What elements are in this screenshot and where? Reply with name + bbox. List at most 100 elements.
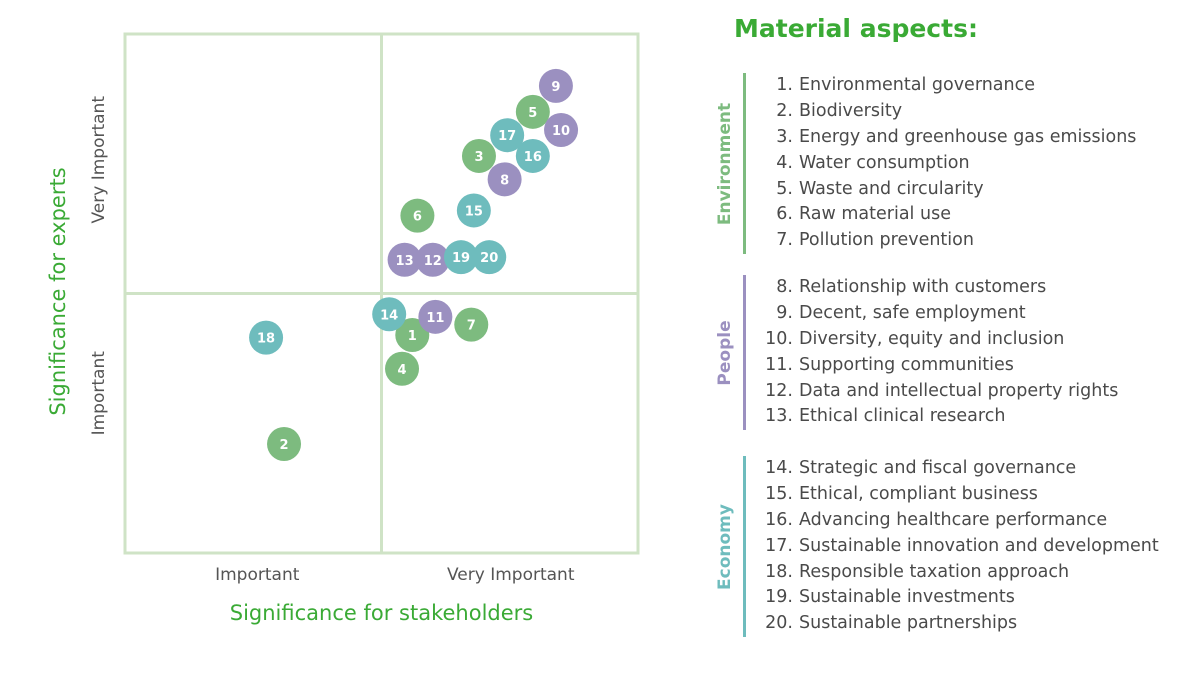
legend-item-label: Water consumption	[799, 152, 970, 173]
legend-item-number: 14.	[765, 458, 793, 478]
legend-item-number: 20.	[765, 613, 793, 634]
legend-item-number: 2.	[776, 100, 793, 121]
bubble-label: 9	[551, 80, 560, 95]
bubble-1: 1	[395, 318, 430, 353]
bubble-marker	[418, 299, 453, 334]
bubble-marker	[395, 318, 430, 353]
bubble-marker	[538, 68, 573, 103]
bubble-marker	[249, 320, 284, 355]
bubble-label: 19	[452, 251, 470, 266]
legend-item-list: 1. Environmental governance 2. Biodiversity…	[757, 73, 1136, 254]
legend-item-label: Strategic and fiscal governance	[799, 458, 1077, 478]
bubble-20: 20	[472, 240, 507, 275]
bubble-14: 14	[372, 297, 407, 332]
legend-item-number: 15.	[765, 483, 793, 504]
bubble-17: 17	[490, 118, 525, 153]
legend-item-label: Waste and circularity	[799, 178, 984, 199]
bubble-label: 8	[500, 173, 509, 188]
legend-item-label: Relationship with customers	[799, 277, 1047, 297]
legend-item-number: 13.	[765, 406, 793, 427]
legend-item-number: 6.	[776, 204, 793, 225]
legend-item: 17. Sustainable innovation and developmen…	[757, 534, 1159, 560]
bubble-marker	[515, 94, 550, 129]
bubble-marker	[400, 198, 435, 233]
legend-item-label: Biodiversity	[799, 100, 903, 121]
legend-item-label: Sustainable partnerships	[799, 613, 1018, 634]
legend-item: 4. Water consumption	[757, 151, 1136, 177]
legend-item: 19. Sustainable investments	[757, 585, 1159, 611]
bubble-6: 6	[400, 198, 435, 233]
bubble-label: 1	[408, 329, 417, 344]
bubble-12: 12	[415, 242, 450, 277]
legend-group-bar	[743, 456, 746, 638]
legend-item: 9. Decent, safe employment	[757, 301, 1118, 327]
legend-group-label: People	[715, 320, 735, 386]
bubble-label: 6	[413, 210, 422, 225]
legend-item-label: Pollution prevention	[799, 230, 974, 251]
bubble-16: 16	[515, 138, 550, 173]
bubble-8: 8	[487, 162, 522, 197]
legend-item-number: 12.	[765, 380, 793, 401]
bubble-label: 12	[424, 254, 442, 269]
bubble-7: 7	[454, 307, 489, 342]
legend-item-number: 8.	[776, 277, 793, 297]
bubble-label: 17	[498, 129, 516, 144]
bubble-marker	[415, 242, 450, 277]
legend-item-number: 3.	[776, 126, 793, 147]
legend-item-number: 5.	[776, 178, 793, 199]
legend-item: 18. Responsible taxation approach	[757, 560, 1159, 586]
legend-item-label: Ethical, compliant business	[799, 483, 1038, 504]
bubble-marker	[472, 240, 507, 275]
legend-item: 6. Raw material use	[757, 202, 1136, 228]
legend-item: 20. Sustainable partnerships	[757, 611, 1159, 637]
bubble-label: 7	[467, 319, 476, 334]
materiality-matrix: Important Very Important Important Very …	[46, 32, 640, 625]
bubble-label: 2	[280, 438, 289, 453]
legend-item-label: Decent, safe employment	[799, 302, 1026, 323]
legend-item: 1. Environmental governance	[757, 73, 1136, 99]
bubble-marker	[461, 138, 496, 173]
legend-group-bar	[743, 73, 746, 255]
legend-group-bar	[743, 275, 746, 431]
bubble-marker	[456, 193, 491, 228]
bubble-marker	[444, 240, 479, 275]
y-axis-title: Significance for experts	[46, 167, 70, 415]
legend-item: 8. Relationship with customers	[757, 275, 1118, 301]
bubble-marker	[454, 307, 489, 342]
legend-item-label: Energy and greenhouse gas emissions	[799, 126, 1137, 147]
legend-item-number: 4.	[776, 152, 793, 173]
bubble-15: 15	[456, 193, 491, 228]
bubble-label: 14	[380, 308, 398, 323]
legend-group-label: Environment	[715, 102, 735, 225]
legend-item: 14. Strategic and fiscal governance	[757, 456, 1159, 482]
legend-item-label: Diversity, equity and inclusion	[799, 328, 1065, 349]
legend-item-label: Ethical clinical research	[799, 406, 1006, 427]
legend-item-label: Environmental governance	[799, 75, 1036, 95]
y-tick-label-very-important: Very Important	[89, 96, 109, 224]
legend-item-number: 11.	[765, 354, 793, 375]
legend-item: 10. Diversity, equity and inclusion	[757, 327, 1118, 353]
x-tick-label-very-important: Very Important	[447, 565, 575, 585]
legend-item-list: 14. Strategic and fiscal governance 15. Eth…	[757, 456, 1159, 637]
legend-item-label: Data and intellectual property rights	[799, 380, 1119, 401]
bubble-label: 18	[257, 332, 275, 347]
bubble-label: 13	[396, 254, 414, 269]
bubble-label: 5	[528, 106, 537, 121]
legend-item-number: 19.	[765, 587, 793, 608]
bubble-10: 10	[544, 113, 579, 148]
legend-item-label: Raw material use	[799, 204, 951, 225]
legend-item-label: Advancing healthcare performance	[799, 509, 1108, 530]
legend-item-label: Sustainable investments	[799, 587, 1015, 608]
bubble-marker	[387, 242, 422, 277]
legend-item: 2. Biodiversity	[757, 99, 1136, 125]
bubble-18: 18	[249, 320, 284, 355]
legend-item-number: 1.	[776, 75, 793, 95]
legend-group-label: Economy	[715, 503, 735, 590]
legend-item: 16. Advancing healthcare performance	[757, 508, 1159, 534]
legend-item: 11. Supporting communities	[757, 353, 1118, 379]
x-tick-label-important: Important	[215, 565, 300, 585]
x-axis-title: Significance for stakeholders	[230, 601, 533, 625]
bubble-label: 3	[474, 150, 483, 165]
bubble-marker	[544, 113, 579, 148]
bubble-label: 11	[426, 311, 444, 326]
